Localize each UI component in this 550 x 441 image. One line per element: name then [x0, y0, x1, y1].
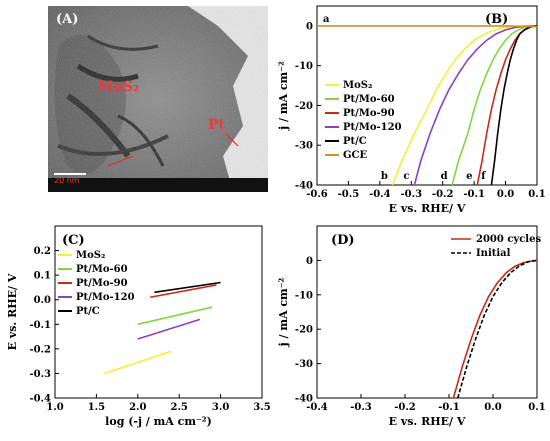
plot-frame	[54, 225, 263, 399]
legend-label: Pt/C	[343, 136, 367, 147]
series-line	[452, 259, 538, 399]
tem-image-panel: (A) MoS₂ Pt 20 nm	[48, 6, 268, 192]
mos2-label: MoS₂	[98, 79, 140, 95]
x-tick-label: 0.0	[484, 402, 501, 413]
x-tick-label: 2.5	[170, 402, 187, 413]
x-tick-label: -0.4	[306, 402, 328, 413]
x-tick-label: -0.6	[306, 189, 328, 200]
x-tick-label: -0.3	[401, 189, 423, 200]
x-tick-label: -0.2	[394, 402, 416, 413]
legend-label: Initial	[476, 248, 511, 259]
series-line	[457, 259, 538, 399]
series-line	[391, 25, 534, 186]
series-line	[104, 350, 172, 375]
y-tick-label: -0.4	[29, 394, 51, 405]
y-tick-label: -0.1	[29, 320, 51, 331]
pt-label: Pt	[208, 117, 225, 133]
x-tick-label: 3.0	[212, 402, 229, 413]
legend-label: Pt/Mo-120	[343, 122, 402, 133]
mos2-pointer	[107, 155, 134, 167]
y-tick-label: 0.1	[34, 271, 51, 282]
curve-letter: f	[481, 171, 486, 182]
chart-b: -0.6 -0.5 -0.4 -0.3 -0.2 -0.1 0.0 0.1 0 -10 -20 -30…	[277, 5, 546, 215]
scale-bar-label: 20 nm	[54, 176, 80, 185]
x-tick-label: 0.0	[497, 189, 514, 200]
plot-frame	[316, 5, 538, 186]
y-tick-label: -10	[295, 290, 313, 301]
pt-pointer	[225, 133, 239, 147]
y-axis-label: j / mA cm⁻²	[277, 278, 290, 348]
curve-letter: e	[466, 171, 472, 182]
series-line	[150, 284, 217, 299]
series-line	[490, 25, 538, 186]
legend-label: MoS₂	[343, 80, 372, 91]
series-line	[154, 281, 221, 294]
y-tick-label: -0.3	[29, 369, 51, 380]
x-tick-label: 1.0	[46, 402, 63, 413]
legend-label: Pt/Mo-60	[76, 264, 128, 275]
tem-image	[48, 6, 268, 192]
chart-c: 1.0 1.5 2.0 2.5 3.0 3.5 0.2 0.1 0.0 -0.1 -0.2 -0.3 -…	[6, 225, 271, 428]
y-tick-label: -20	[295, 325, 313, 336]
y-tick-label: -40	[295, 394, 313, 405]
x-tick-label: -0.3	[350, 402, 372, 413]
legend-label: Pt/Mo-90	[343, 108, 395, 119]
y-tick-label: -40	[295, 181, 313, 192]
y-tick-label: -30	[295, 359, 313, 370]
x-tick-label: -0.1	[463, 189, 485, 200]
series-line	[137, 306, 213, 326]
x-axis-label: E vs. RHE/ V	[389, 202, 466, 215]
legend-label: Pt/C	[76, 306, 100, 317]
series-line	[317, 25, 538, 28]
x-tick-label: -0.4	[369, 189, 391, 200]
x-tick-label: 1.5	[88, 402, 105, 413]
series-line	[413, 25, 534, 186]
series-line	[451, 25, 538, 186]
panel-a-letter: (A)	[56, 12, 79, 27]
y-axis-label: E vs. RHE/ V	[6, 273, 19, 350]
x-tick-label: 0.1	[528, 189, 545, 200]
series-line	[476, 25, 538, 186]
chart-d: -0.4 -0.3 -0.2 -0.1 0.0 0.1 0 -10 -20 -30 -40 E vs.…	[277, 225, 546, 428]
y-tick-label: -0.2	[29, 344, 51, 355]
curve-letter-a: a	[323, 14, 330, 25]
x-axis-label: log (-j / mA cm⁻²)	[105, 415, 212, 428]
series-line	[137, 318, 201, 340]
panel-letter: (B)	[485, 12, 508, 27]
legend-label: Pt/Mo-60	[343, 94, 395, 105]
legend-label: GCE	[343, 150, 367, 161]
y-axis-label: j / mA cm⁻²	[277, 61, 290, 131]
legend-label: 2000 cycles	[476, 234, 541, 245]
curve-letter: b	[381, 171, 388, 182]
x-tick-label: 2.0	[129, 402, 146, 413]
x-tick-label: -0.5	[338, 189, 360, 200]
panel-letter: (D)	[331, 233, 355, 248]
x-axis-label: E vs. RHE/ V	[389, 415, 466, 428]
y-tick-label: -30	[295, 141, 313, 152]
curve-letter: d	[441, 171, 448, 182]
y-tick-label: 0	[306, 256, 313, 267]
legend-label: MoS₂	[76, 250, 105, 261]
y-tick-label: -20	[295, 101, 313, 112]
legend-label: Pt/Mo-90	[76, 278, 128, 289]
y-tick-label: -10	[295, 61, 313, 72]
y-tick-label: 0	[306, 21, 313, 32]
y-tick-label: 0.2	[34, 246, 51, 257]
curve-letter: c	[403, 171, 409, 182]
x-tick-label: -0.2	[432, 189, 454, 200]
plot-frame	[316, 225, 538, 399]
x-tick-label: -0.1	[438, 402, 460, 413]
y-tick-label: 0.0	[34, 295, 51, 306]
legend-label: Pt/Mo-120	[76, 292, 135, 303]
panel-letter: (C)	[62, 233, 85, 248]
x-tick-label: 3.5	[253, 402, 270, 413]
x-tick-label: 0.1	[528, 402, 545, 413]
